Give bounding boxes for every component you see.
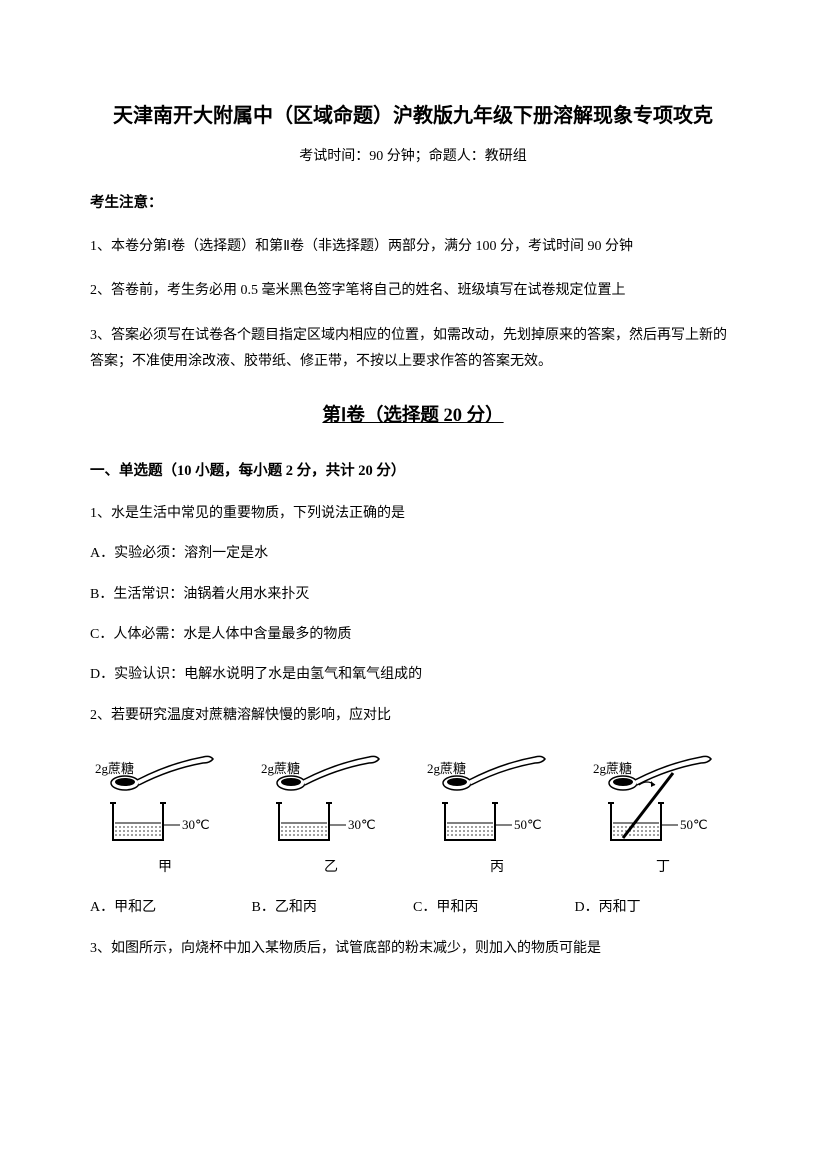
beaker-spoon-icon: 2g蔗糖 30℃ — [95, 745, 235, 855]
q1-option-c: C．人体必需：水是人体中含量最多的物质 — [90, 624, 736, 646]
beaker-spoon-icon: 2g蔗糖 50℃ — [427, 745, 567, 855]
page-title: 天津南开大附属中（区域命题）沪教版九年级下册溶解现象专项攻克 — [90, 100, 736, 132]
figure-ding: 2g蔗糖 50℃ 丁 — [593, 745, 733, 879]
figure-yi: 2g蔗糖 30℃ 乙 — [261, 745, 401, 879]
notice-item-3: 3、答案必须写在试卷各个题目指定区域内相应的位置，如需改动，先划掉原来的答案，然… — [90, 323, 736, 376]
q1-stem: 1、水是生活中常见的重要物质，下列说法正确的是 — [90, 503, 736, 525]
q2-option-a: A．甲和乙 — [90, 897, 252, 919]
q3-stem: 3、如图所示，向烧杯中加入某物质后，试管底部的粉末减少，则加入的物质可能是 — [90, 938, 736, 960]
beaker-spoon-icon: 2g蔗糖 30℃ — [261, 745, 401, 855]
figure-caption-jia: 甲 — [158, 857, 172, 879]
q2-figures: 2g蔗糖 30℃ 甲 2g蔗糖 — [90, 745, 736, 879]
svg-text:2g蔗糖: 2g蔗糖 — [261, 761, 300, 776]
q1-option-d: D．实验认识：电解水说明了水是由氢气和氧气组成的 — [90, 664, 736, 686]
q2-stem: 2、若要研究温度对蔗糖溶解快慢的影响，应对比 — [90, 705, 736, 727]
svg-text:30℃: 30℃ — [348, 817, 376, 832]
figure-caption-ding: 丁 — [656, 857, 670, 879]
figure-caption-bing: 丙 — [490, 857, 504, 879]
notice-heading: 考生注意： — [90, 192, 736, 215]
q2-option-b: B．乙和丙 — [252, 897, 414, 919]
svg-text:50℃: 50℃ — [514, 817, 542, 832]
q1-option-a: A．实验必须：溶剂一定是水 — [90, 543, 736, 565]
svg-text:2g蔗糖: 2g蔗糖 — [593, 761, 632, 776]
svg-text:2g蔗糖: 2g蔗糖 — [427, 761, 466, 776]
notice-item-2: 2、答卷前，考生务必用 0.5 毫米黑色签字笔将自己的姓名、班级填写在试卷规定位… — [90, 278, 736, 305]
q2-option-c: C．甲和丙 — [413, 897, 575, 919]
subsection-heading: 一、单选题（10 小题，每小题 2 分，共计 20 分） — [90, 460, 736, 483]
section1-heading: 第Ⅰ卷（选择题 20 分） — [90, 402, 736, 432]
q1-option-b: B．生活常识：油锅着火用水来扑灭 — [90, 584, 736, 606]
svg-text:30℃: 30℃ — [182, 817, 210, 832]
figure-bing: 2g蔗糖 50℃ 丙 — [427, 745, 567, 879]
figure-jia: 2g蔗糖 30℃ 甲 — [95, 745, 235, 879]
svg-text:2g蔗糖: 2g蔗糖 — [95, 761, 134, 776]
q2-options: A．甲和乙 B．乙和丙 C．甲和丙 D．丙和丁 — [90, 897, 736, 919]
beaker-spoon-stir-icon: 2g蔗糖 50℃ — [593, 745, 733, 855]
q2-option-d: D．丙和丁 — [575, 897, 737, 919]
notice-item-1: 1、本卷分第Ⅰ卷（选择题）和第Ⅱ卷（非选择题）两部分，满分 100 分，考试时间… — [90, 234, 736, 261]
exam-info: 考试时间：90 分钟；命题人：教研组 — [90, 146, 736, 168]
figure-caption-yi: 乙 — [324, 857, 338, 879]
svg-text:50℃: 50℃ — [680, 817, 708, 832]
